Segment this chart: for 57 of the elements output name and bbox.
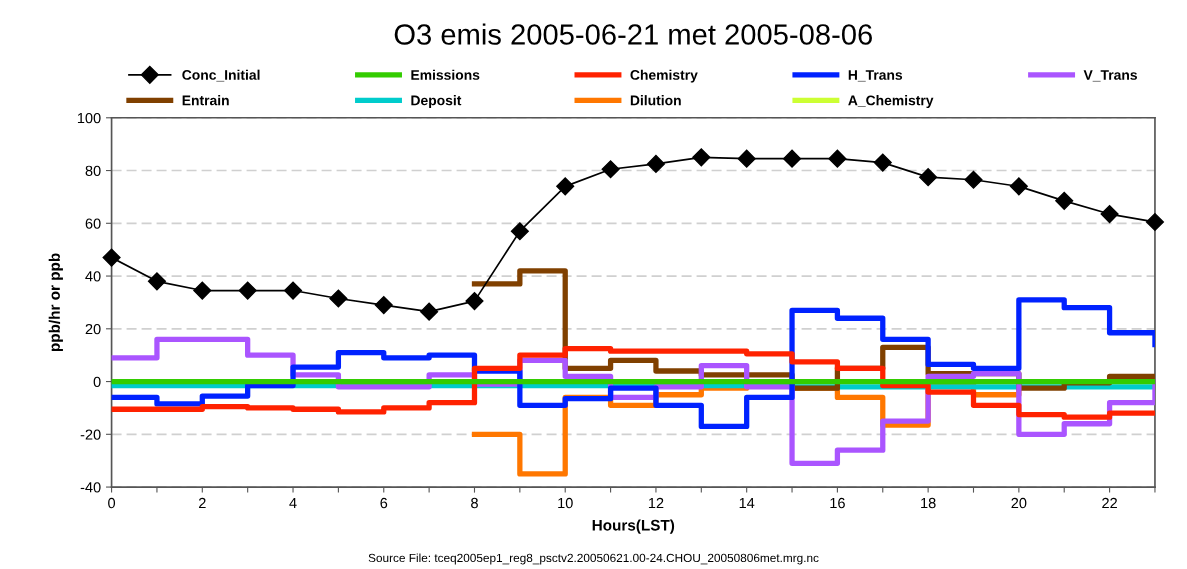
legend-label: Conc_Initial — [182, 69, 260, 82]
point — [646, 154, 665, 173]
point — [329, 289, 348, 308]
point — [1145, 212, 1164, 232]
point — [964, 170, 983, 189]
x-tick-label: 10 — [558, 497, 573, 509]
x-tick-label: 22 — [1102, 497, 1117, 509]
point — [465, 292, 484, 311]
chart-title: O3 emis 2005-06-21 met 2005-08-06 — [394, 23, 872, 45]
y-tick-label: 100 — [77, 112, 101, 124]
point — [601, 160, 620, 179]
legend-label: A_Chemistry — [848, 95, 934, 109]
legend-label: V_Trans — [1083, 70, 1137, 82]
x-tick-label: 4 — [289, 498, 297, 509]
point — [374, 296, 393, 315]
point — [556, 177, 575, 196]
point — [873, 153, 892, 172]
y-tick-label: 20 — [85, 323, 101, 335]
x-tick-label: 8 — [471, 497, 478, 509]
legend-label: Deposit — [411, 95, 462, 109]
x-tick-label: 0 — [108, 497, 116, 509]
legend-label: Emissions — [411, 69, 480, 80]
point — [919, 168, 938, 187]
source-note: Source File: tceq2005ep1_reg8_psctv2.20050621.00-24.CHOU_20050806met.mrg.nc — [368, 553, 819, 565]
point — [737, 149, 756, 168]
point — [420, 302, 439, 321]
point — [1009, 177, 1028, 196]
point — [193, 281, 212, 300]
point — [102, 248, 121, 267]
point — [828, 149, 847, 168]
y-tick-label: -20 — [80, 429, 101, 440]
x-tick-label: 2 — [198, 497, 206, 509]
y-axis-title: ppb/hr or ppb — [48, 253, 63, 352]
x-tick-label: 14 — [739, 498, 755, 509]
point — [1055, 191, 1074, 210]
legend-label: Dilution — [630, 95, 681, 106]
point — [147, 272, 166, 291]
x-tick-label: 12 — [648, 497, 664, 509]
point — [510, 222, 529, 241]
y-tick-label: 0 — [93, 376, 101, 387]
x-tick-label: 18 — [921, 497, 936, 509]
y-tick-label: 40 — [85, 271, 101, 282]
y-tick-label: 60 — [85, 218, 101, 229]
point — [1100, 205, 1119, 224]
point — [692, 148, 711, 167]
y-tick-label: 80 — [85, 165, 101, 176]
legend-label: H_Trans — [848, 70, 903, 82]
point — [238, 281, 257, 300]
y-tick-label: -40 — [80, 482, 101, 493]
x-axis-title: Hours(LST) — [592, 519, 675, 534]
legend-label: Entrain — [182, 95, 229, 106]
point — [283, 281, 303, 300]
x-tick-label: 6 — [380, 497, 388, 509]
x-tick-label: 16 — [830, 497, 845, 509]
x-tick-label: 20 — [1011, 497, 1027, 509]
point — [782, 149, 802, 168]
legend-label: Chemistry — [630, 69, 698, 83]
